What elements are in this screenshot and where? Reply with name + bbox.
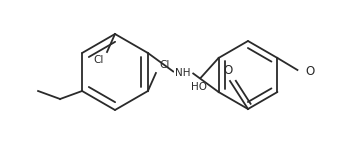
Text: O: O: [306, 65, 315, 78]
Text: Cl: Cl: [94, 55, 104, 65]
Text: Cl: Cl: [159, 60, 169, 70]
Text: HO: HO: [190, 82, 207, 92]
Text: O: O: [224, 65, 233, 78]
Text: NH: NH: [176, 68, 191, 78]
